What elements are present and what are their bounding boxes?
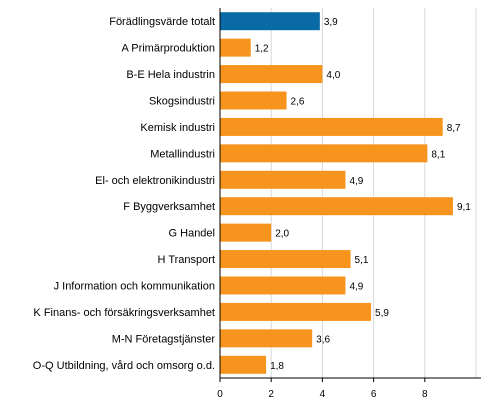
bar <box>220 197 453 216</box>
data-label: 8,7 <box>447 123 461 134</box>
data-label: 4,0 <box>326 70 340 81</box>
bar <box>220 12 320 31</box>
category-label: K Finans- och försäkringsverksamhet <box>33 307 215 319</box>
bar-layer <box>220 12 453 374</box>
data-label: 4,9 <box>349 176 363 187</box>
category-label: G Handel <box>169 228 215 240</box>
data-label: 5,1 <box>355 255 369 266</box>
category-label: Förädlingsvärde totalt <box>109 16 215 28</box>
category-label: F Byggverksamhet <box>123 201 215 213</box>
data-label: 2,0 <box>275 229 289 240</box>
bar <box>220 65 323 84</box>
data-label: 9,1 <box>457 202 471 213</box>
data-label: 3,9 <box>324 17 338 28</box>
x-tick-label: 2 <box>268 389 274 400</box>
x-tick-label: 6 <box>371 389 377 400</box>
bar <box>220 144 428 163</box>
data-label: 8,1 <box>431 149 445 160</box>
bar <box>220 250 351 269</box>
bar <box>220 38 251 57</box>
data-label: 2,6 <box>291 97 305 108</box>
category-label: Kemisk industri <box>140 122 215 134</box>
data-label: 5,9 <box>375 308 389 319</box>
category-label: A Primärproduktion <box>121 43 215 55</box>
bar <box>220 91 287 110</box>
category-label: B-E Hela industrin <box>126 69 215 81</box>
category-label: O-Q Utbildning, vård och omsorg o.d. <box>33 360 215 372</box>
grid-layer <box>270 8 477 378</box>
label-layer: Förädlingsvärde totalt 3,9 A Primärprodukt… <box>33 16 472 372</box>
x-tick-label: 8 <box>422 389 428 400</box>
bar <box>220 329 313 348</box>
category-label: Metallindustri <box>150 148 215 160</box>
data-label: 1,2 <box>255 44 269 55</box>
bar <box>220 223 272 242</box>
bar <box>220 355 267 374</box>
data-label: 4,9 <box>349 282 363 293</box>
x-tick-label: 0 <box>217 389 223 400</box>
bar <box>220 170 346 189</box>
category-label: El- och elektronikindustri <box>95 175 215 187</box>
bar <box>220 117 443 136</box>
data-label: 3,6 <box>316 334 330 345</box>
category-label: M-N Företagstjänster <box>112 333 216 345</box>
axis-layer: 0 2 4 6 8 <box>217 8 481 400</box>
bar <box>220 276 346 295</box>
x-tick-label: 4 <box>320 389 326 400</box>
data-label: 1,8 <box>270 361 284 372</box>
category-label: Skogsindustri <box>149 96 215 108</box>
category-label: H Transport <box>158 254 215 266</box>
bar <box>220 302 372 321</box>
category-label: J Information och kommunikation <box>54 281 215 293</box>
